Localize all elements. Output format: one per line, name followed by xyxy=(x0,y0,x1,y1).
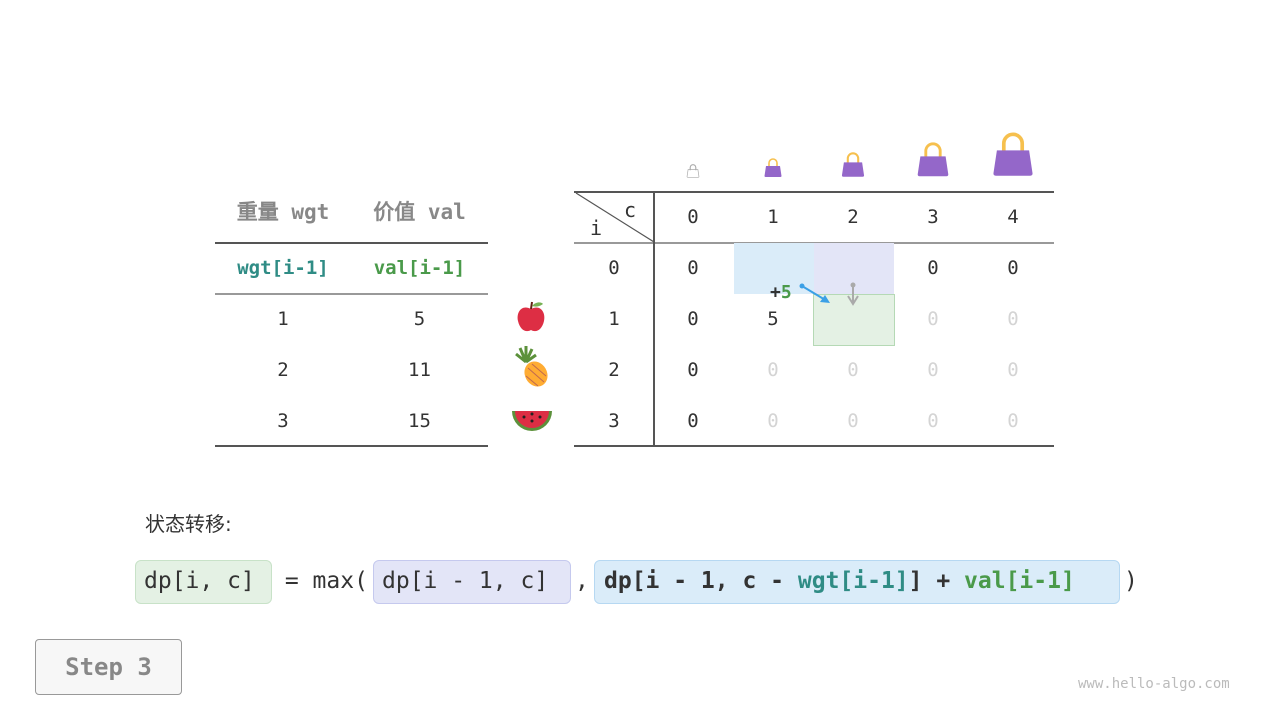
formula-opt1-box xyxy=(373,560,571,604)
row-header: 1 xyxy=(608,308,620,330)
arrows xyxy=(799,282,859,306)
step-button[interactable]: Step 3 xyxy=(35,639,182,695)
col-header: 4 xyxy=(1007,206,1019,228)
dp-cell: 0 xyxy=(687,257,699,279)
val-cell: 11 xyxy=(408,359,431,381)
col-header: 0 xyxy=(687,206,699,228)
col-header: 2 xyxy=(847,206,859,228)
dp-cell: 0 xyxy=(1007,410,1019,432)
dp-cell: 0 xyxy=(847,359,859,381)
divider xyxy=(653,192,655,446)
opt2-part: ] + xyxy=(908,568,965,594)
watermelon-icon xyxy=(512,411,552,431)
dp-cell: 5 xyxy=(767,308,779,330)
divider xyxy=(574,242,1054,244)
transition-label: 状态转移: xyxy=(145,512,232,536)
dp-cell: 0 xyxy=(927,410,939,432)
plus-value: 5 xyxy=(780,282,792,303)
dp-cell: 0 xyxy=(687,410,699,432)
dp-cell: 0 xyxy=(927,308,939,330)
formula-lhs: dp[i, c] xyxy=(144,568,255,594)
val-cell: 15 xyxy=(408,410,431,432)
arrow-take-icon xyxy=(799,283,830,303)
formula-opt2: dp[i - 1, c - wgt[i-1]] + val[i-1] xyxy=(604,560,1075,602)
dp-cell: 0 xyxy=(687,308,699,330)
bag-icon-3 xyxy=(917,142,949,177)
dp-cell: 0 xyxy=(1007,359,1019,381)
dp-cell: 0 xyxy=(927,257,939,279)
opt2-part: dp[i - 1, c - xyxy=(604,568,798,594)
divider xyxy=(215,293,488,295)
col-header: 3 xyxy=(927,206,939,228)
formula-opt2-box xyxy=(594,560,1120,604)
corner-i: i xyxy=(590,216,603,240)
subheader-val: val[i-1] xyxy=(373,257,466,279)
plus-sign: + xyxy=(770,282,781,303)
bag-icon-4 xyxy=(993,132,1033,176)
subheader-wgt: wgt[i-1] xyxy=(237,257,329,279)
dp-cell: 0 xyxy=(927,359,939,381)
dp-cell: 0 xyxy=(1007,308,1019,330)
dp-cell: 0 xyxy=(767,410,779,432)
wgt-cell: 3 xyxy=(277,410,289,432)
apple-icon xyxy=(517,301,545,332)
header-value: 价值 val xyxy=(373,200,466,224)
arrow-skip-icon xyxy=(847,282,859,306)
row-header: 3 xyxy=(608,410,620,432)
watermark: www.hello-algo.com xyxy=(1078,676,1230,692)
pineapple-icon xyxy=(515,346,548,387)
dp-cell: 0 xyxy=(687,359,699,381)
formula-lhs-box xyxy=(135,560,272,604)
row-header: 2 xyxy=(608,359,620,381)
formula-comma: , xyxy=(575,568,589,594)
divider xyxy=(574,445,1054,447)
opt2-val: val[i-1] xyxy=(964,568,1075,594)
dp-cell: 0 xyxy=(847,410,859,432)
dp-cell: 0 xyxy=(767,359,779,381)
divider xyxy=(215,445,488,447)
formula-close: ) xyxy=(1124,568,1138,594)
opt2-wgt: wgt[i-1] xyxy=(797,568,909,594)
row-header: 0 xyxy=(608,257,620,279)
divider xyxy=(574,191,1054,193)
wgt-cell: 1 xyxy=(277,308,289,330)
bag-icon-1 xyxy=(764,158,782,177)
wgt-cell: 2 xyxy=(277,359,289,381)
annotation: +5 xyxy=(770,282,792,303)
bag-icon-2 xyxy=(841,152,865,177)
col-header: 1 xyxy=(767,206,779,228)
corner-c: c xyxy=(624,198,637,222)
formula-eq: = max( xyxy=(271,568,368,594)
corner-diagonal xyxy=(575,192,654,243)
bag-icon-0 xyxy=(686,164,700,178)
divider xyxy=(215,242,488,244)
val-cell: 5 xyxy=(413,308,426,330)
formula-opt1: dp[i - 1, c] xyxy=(382,568,549,594)
dp-cell: 0 xyxy=(1007,257,1019,279)
header-weight: 重量 wgt xyxy=(236,200,330,224)
